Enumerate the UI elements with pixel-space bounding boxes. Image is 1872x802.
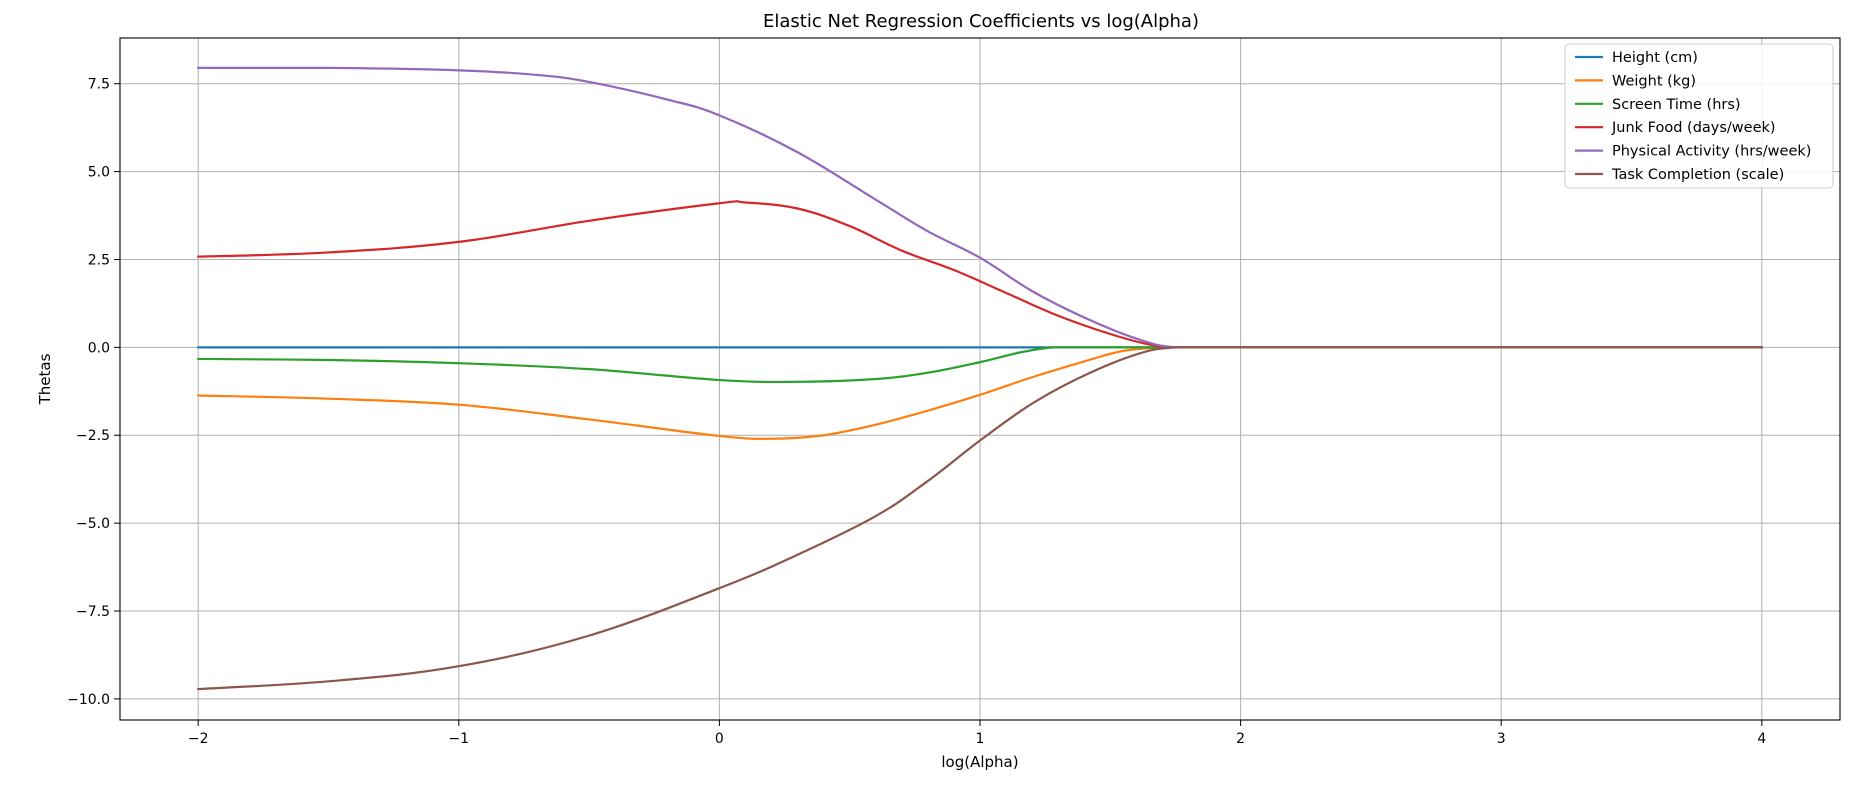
legend-item-junk-food-days-week: Junk Food (days/week): [1575, 120, 1776, 136]
y-tick-label: −10.0: [67, 692, 110, 708]
y-tick-label: 5.0: [88, 165, 110, 181]
legend-label: Junk Food (days/week): [1611, 120, 1776, 136]
y-tick-label: 2.5: [88, 252, 110, 268]
legend-item-height-cm: Height (cm): [1575, 50, 1698, 66]
y-tick-label: −2.5: [76, 428, 110, 444]
legend-label: Physical Activity (hrs/week): [1612, 144, 1811, 160]
x-axis-label: log(Alpha): [941, 753, 1018, 771]
legend-label: Weight (kg): [1612, 73, 1696, 89]
legend-item-weight-kg: Weight (kg): [1575, 73, 1696, 89]
y-tick-label: 0.0: [88, 340, 110, 356]
x-tick-label: 0: [715, 731, 724, 747]
legend-label: Task Completion (scale): [1611, 167, 1784, 183]
y-tick-label: −7.5: [76, 604, 110, 620]
y-tick-label: 7.5: [88, 77, 110, 93]
chart-title: Elastic Net Regression Coefficients vs l…: [763, 11, 1199, 32]
x-tick-label: −1: [448, 731, 469, 747]
legend-item-physical-activity-hrs-week: Physical Activity (hrs/week): [1575, 144, 1811, 160]
x-tick-label: 3: [1497, 731, 1506, 747]
legend-item-task-completion-scale: Task Completion (scale): [1575, 167, 1784, 183]
axis-ticks: −2 −1 0 1 2 3 4 −10.0 −7.5 −5.0 −2.5 0.0 2.5 5.0 7.5: [67, 77, 1766, 747]
series-line-task-completion-scale: [197, 346, 1763, 691]
legend-box: [1564, 43, 1834, 189]
x-tick-label: −2: [188, 731, 209, 747]
x-tick-label: 4: [1757, 731, 1766, 747]
legend-label: Screen Time (hrs): [1612, 97, 1741, 113]
y-tick-label: −5.0: [76, 516, 110, 532]
legend-item-screen-time-hrs: Screen Time (hrs): [1575, 97, 1741, 113]
y-axis-label: Thetas: [36, 353, 54, 405]
legend-label: Height (cm): [1612, 50, 1698, 66]
legend: Height (cm) Weight (kg) Screen Time (hrs) J…: [1564, 43, 1834, 189]
series-lines: [197, 66, 1763, 691]
x-tick-label: 1: [976, 731, 985, 747]
x-tick-label: 2: [1236, 731, 1245, 747]
